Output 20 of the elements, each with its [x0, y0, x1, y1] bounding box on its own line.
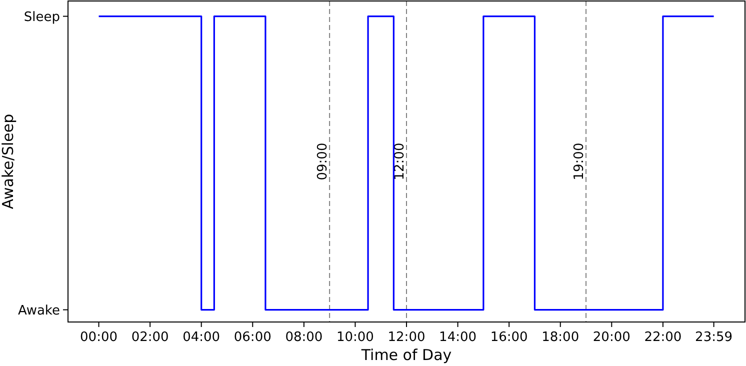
- y-axis-title: Awake/Sleep: [0, 114, 17, 210]
- x-tick-label: 04:00: [182, 330, 220, 345]
- x-tick-label: 18:00: [542, 330, 580, 345]
- x-axis-title: Time of Day: [360, 346, 452, 364]
- x-tick-label: 00:00: [80, 330, 118, 345]
- x-tick-label: 06:00: [234, 330, 272, 345]
- ref-line-label: 09:00: [316, 142, 331, 180]
- x-tick-label: 12:00: [388, 330, 426, 345]
- x-tick-label: 16:00: [490, 330, 528, 345]
- ref-line-label: 12:00: [392, 142, 408, 180]
- x-tick-label: 23:59: [695, 330, 733, 345]
- category-label: Sleep: [24, 10, 60, 25]
- x-tick-label: 14:00: [439, 330, 477, 345]
- x-tick-label: 22:00: [644, 330, 682, 345]
- ref-line-label: 19:00: [572, 142, 588, 180]
- x-tick-label: 02:00: [131, 330, 169, 345]
- x-tick-label: 08:00: [285, 330, 323, 345]
- category-label: Awake: [18, 303, 60, 318]
- x-tick-label: 10:00: [336, 330, 374, 345]
- x-tick-label: 20:00: [592, 330, 630, 345]
